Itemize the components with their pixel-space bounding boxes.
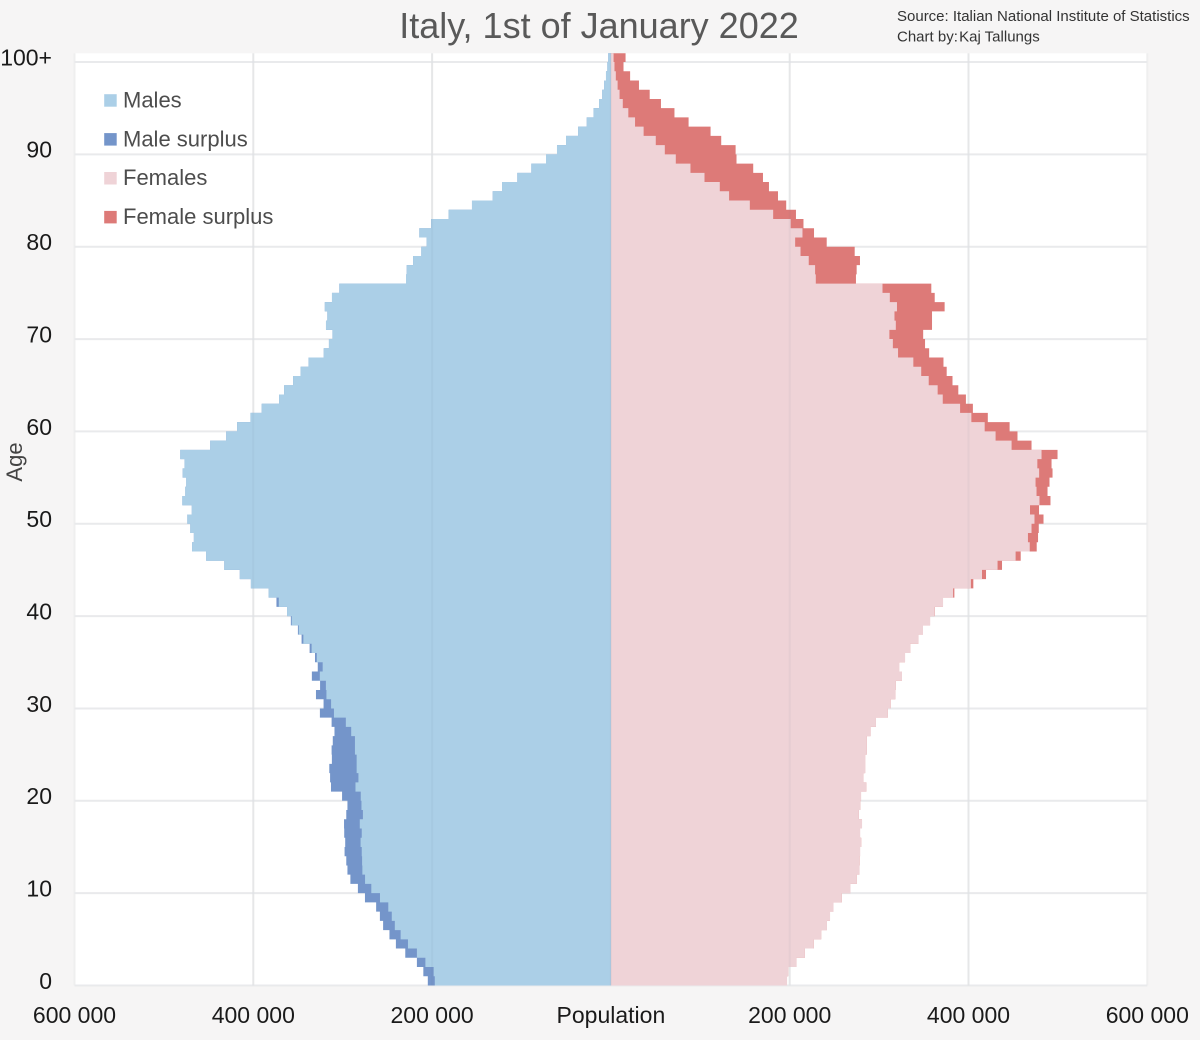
svg-text:30: 30 — [26, 691, 52, 717]
svg-text:60: 60 — [26, 414, 52, 440]
svg-text:Female surplus: Female surplus — [123, 204, 273, 229]
svg-text:40: 40 — [26, 599, 52, 625]
svg-text:20: 20 — [26, 783, 52, 809]
svg-text:Chart by: Kaj Tallungs: Chart by: Kaj Tallungs — [897, 29, 1040, 46]
svg-text:90: 90 — [26, 137, 52, 163]
svg-text:100+: 100+ — [0, 45, 52, 71]
svg-text:10: 10 — [26, 876, 52, 902]
svg-text:50: 50 — [26, 506, 52, 532]
svg-text:Italy, 1st of January 2022: Italy, 1st of January 2022 — [399, 5, 799, 46]
svg-text:Females: Females — [123, 165, 207, 190]
svg-text:0: 0 — [39, 968, 52, 994]
svg-text:200 000: 200 000 — [748, 1002, 831, 1028]
svg-text:80: 80 — [26, 229, 52, 255]
svg-text:200 000: 200 000 — [391, 1002, 474, 1028]
svg-text:600 000: 600 000 — [33, 1002, 116, 1028]
svg-text:400 000: 400 000 — [212, 1002, 295, 1028]
svg-text:70: 70 — [26, 321, 52, 347]
svg-text:400 000: 400 000 — [927, 1002, 1010, 1028]
svg-text:Source: Italian National Insti: Source: Italian National Institute of St… — [897, 8, 1190, 25]
svg-text:Male surplus: Male surplus — [123, 126, 248, 151]
svg-text:Population: Population — [557, 1002, 666, 1028]
svg-text:Males: Males — [123, 87, 182, 112]
svg-text:600 000: 600 000 — [1106, 1002, 1189, 1028]
svg-text:Age: Age — [2, 442, 27, 481]
